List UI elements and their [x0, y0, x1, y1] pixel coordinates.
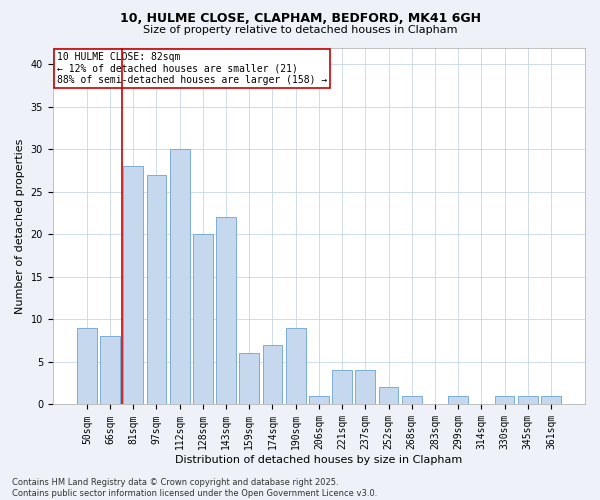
Bar [332, 370, 352, 404]
Bar [309, 396, 329, 404]
Bar [355, 370, 375, 404]
Bar [286, 328, 305, 404]
Bar [494, 396, 514, 404]
Bar [170, 150, 190, 404]
Y-axis label: Number of detached properties: Number of detached properties [15, 138, 25, 314]
Bar [216, 218, 236, 404]
Bar [448, 396, 468, 404]
X-axis label: Distribution of detached houses by size in Clapham: Distribution of detached houses by size … [175, 455, 463, 465]
Text: Size of property relative to detached houses in Clapham: Size of property relative to detached ho… [143, 25, 457, 35]
Bar [124, 166, 143, 404]
Bar [402, 396, 422, 404]
Bar [518, 396, 538, 404]
Bar [100, 336, 120, 404]
Bar [239, 354, 259, 405]
Bar [263, 345, 283, 405]
Bar [77, 328, 97, 404]
Bar [146, 175, 166, 404]
Text: Contains HM Land Registry data © Crown copyright and database right 2025.
Contai: Contains HM Land Registry data © Crown c… [12, 478, 377, 498]
Bar [193, 234, 213, 404]
Bar [379, 388, 398, 404]
Text: 10, HULME CLOSE, CLAPHAM, BEDFORD, MK41 6GH: 10, HULME CLOSE, CLAPHAM, BEDFORD, MK41 … [119, 12, 481, 26]
Bar [541, 396, 561, 404]
Text: 10 HULME CLOSE: 82sqm
← 12% of detached houses are smaller (21)
88% of semi-deta: 10 HULME CLOSE: 82sqm ← 12% of detached … [57, 52, 327, 85]
